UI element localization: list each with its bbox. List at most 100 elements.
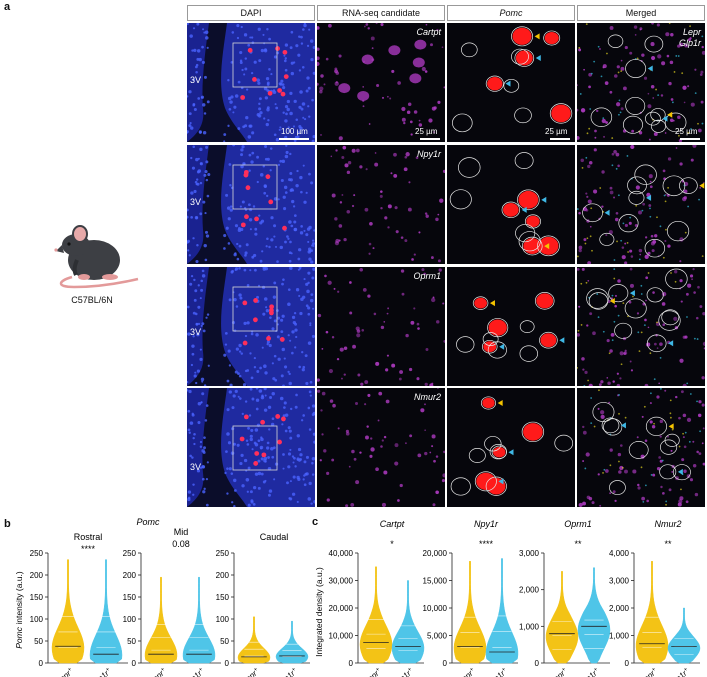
column-header-pomc: Pomc (447, 5, 575, 21)
y-tick-label: 20,000 (423, 549, 448, 558)
transcript-dot (657, 94, 660, 97)
nucleus-dot (226, 467, 229, 470)
nucleus-dot (266, 340, 271, 344)
nucleus-dot (246, 284, 250, 287)
transcript-dot (611, 137, 614, 139)
nucleus-dot (192, 78, 196, 81)
transcript-dot (344, 163, 349, 168)
transcript-dot (664, 200, 667, 203)
nucleus-dot (301, 351, 304, 354)
cell-outline (609, 480, 626, 495)
glp1r-arrowhead (620, 422, 626, 429)
transcript-dot (586, 237, 589, 240)
cell-outline (489, 444, 507, 460)
x-label-lepr: Lepr+ (148, 666, 169, 677)
nucleus-dot (233, 489, 237, 492)
nucleus-dot (288, 372, 291, 376)
transcript-dot (701, 50, 705, 55)
transcript-dot (437, 213, 440, 216)
nucleus-dot (293, 312, 297, 315)
nucleus-dot (205, 178, 209, 182)
transcript-dot (637, 486, 641, 490)
nucleus-dot (255, 407, 259, 411)
nucleus-dot (266, 157, 270, 161)
nucleus-dot (195, 259, 199, 264)
cell-outline (590, 107, 613, 127)
transcript-dot (699, 186, 702, 189)
transcript-dot (669, 416, 672, 419)
transcript-dot (370, 36, 375, 41)
transcript-dot (646, 342, 651, 347)
merged-label-glp1r: Glp1r (679, 38, 702, 48)
nucleus-dot (282, 86, 286, 90)
region-title: Caudal (260, 532, 289, 542)
transcript-dot (644, 318, 647, 322)
transcript-dot (400, 269, 405, 273)
nucleus-dot (231, 321, 236, 325)
nucleus-dot (288, 259, 292, 263)
nucleus-dot (279, 82, 283, 86)
violin-glp1r (275, 620, 309, 664)
nucleus-dot (264, 145, 268, 148)
transcript-dot (640, 331, 643, 334)
nucleus-dot (193, 189, 197, 194)
transcript-dot (694, 492, 699, 497)
transcript-dot (418, 231, 421, 234)
nucleus-dot (245, 478, 250, 482)
tissue-region (187, 23, 209, 142)
transcript-dot (585, 281, 588, 284)
transcript-dot (668, 23, 671, 25)
transcript-dot (341, 155, 345, 159)
transcript-dot (627, 251, 630, 253)
nucleus-dot (190, 156, 193, 160)
nucleus-dot (310, 293, 314, 297)
pomc-cell (515, 50, 533, 66)
nucleus-dot (204, 230, 209, 234)
transcript-dot (602, 472, 604, 474)
y-tick-label: 10,000 (423, 604, 448, 613)
transcript-dot (702, 427, 705, 430)
nucleus-dot (189, 421, 194, 425)
nucleus-dot (280, 79, 284, 83)
transcript-dot (701, 255, 704, 258)
transcript-dot (616, 383, 621, 386)
nucleus-dot (187, 95, 189, 98)
nucleus-dot (281, 423, 284, 426)
transcript-dot (331, 193, 336, 198)
nucleus-dot (197, 322, 201, 326)
nucleus-dot (289, 436, 293, 440)
cell-outline (543, 30, 561, 46)
nucleus-dot (240, 227, 244, 232)
transcript-dot (375, 361, 380, 366)
nucleus-dot (192, 103, 196, 107)
column-header-merged: Merged (577, 5, 705, 21)
transcript-dot (386, 354, 389, 357)
nucleus-dot (299, 175, 303, 180)
nucleus-dot (187, 241, 189, 244)
nucleus-dot (243, 73, 246, 76)
transcript-dot (356, 333, 361, 338)
nucleus-dot (307, 240, 310, 243)
nucleus-dot (291, 330, 295, 334)
micrograph-tile: 3V (187, 145, 315, 264)
nucleus-dot (265, 306, 268, 309)
transcript-dot (393, 173, 398, 178)
nucleus-dot (201, 380, 204, 383)
cell-outline (461, 42, 478, 58)
transcript-dot (678, 445, 681, 448)
nucleus-dot (263, 191, 267, 195)
nucleus-dot (286, 99, 291, 104)
transcript-dot (657, 54, 662, 59)
nucleus-dot (196, 23, 200, 26)
pomc-cell (551, 104, 571, 123)
transcript-dot (348, 465, 351, 468)
transcript-dot (612, 380, 615, 383)
scale-bar-label: 100 µm (281, 127, 308, 136)
glp1r-arrowhead (646, 194, 652, 201)
transcript-dot (611, 339, 614, 342)
transcript-dot (638, 210, 643, 215)
transcript-dot (335, 238, 340, 243)
transcript-dot (684, 231, 687, 234)
transcript-dot (687, 132, 690, 134)
x-label-glp1r: Glp1r+ (276, 666, 300, 677)
